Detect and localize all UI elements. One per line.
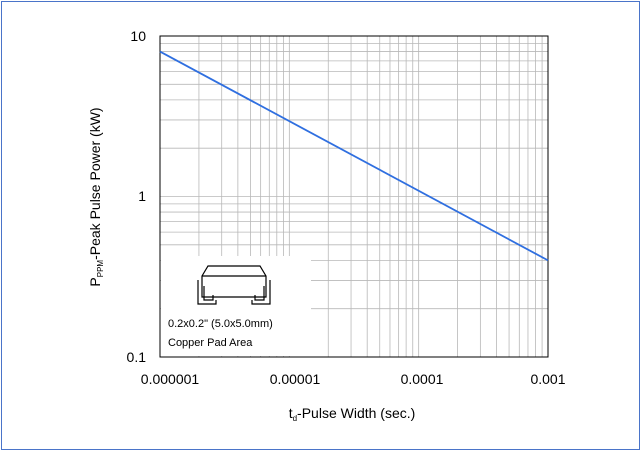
y-tick-label-0-1: 0.1 <box>127 349 147 365</box>
y-axis-label-main: P <box>87 277 103 286</box>
copper-pad-inset: 0.2x0.2" (5.0x5.0mm) Copper Pad Area <box>161 256 311 356</box>
x-tick-label-2: 0.0001 <box>401 371 444 387</box>
smd-package-footprint-icon <box>197 265 271 305</box>
y-tick-labels: 10 1 0.1 <box>127 28 147 365</box>
series-line-0 <box>159 50 549 262</box>
y-axis-label-sub: PPM <box>96 260 105 278</box>
x-axis-label-main: t <box>289 405 293 421</box>
inset-line-1: 0.2x0.2" (5.0x5.0mm) <box>168 318 273 330</box>
x-tick-labels: 0.000001 0.00001 0.0001 0.001 <box>141 371 566 387</box>
series-layer <box>159 50 549 262</box>
y-axis-label: PPPM-Peak Pulse Power (kW) <box>87 107 105 286</box>
y-tick-label-1: 1 <box>138 188 146 204</box>
x-tick-label-3: 0.001 <box>530 371 565 387</box>
x-tick-label-1: 0.00001 <box>270 371 321 387</box>
inset-background <box>161 256 311 356</box>
plot-border <box>159 35 549 358</box>
y-axis-label-rest: -Peak Pulse Power (kW) <box>87 107 103 259</box>
x-tick-label-0: 0.000001 <box>141 371 200 387</box>
inset-line-2: Copper Pad Area <box>168 337 253 349</box>
x-axis-label-sub: d <box>293 414 297 423</box>
y-tick-label-10: 10 <box>130 28 146 44</box>
x-axis-label: td-Pulse Width (sec.) <box>289 405 416 423</box>
x-axis-label-rest: -Pulse Width (sec.) <box>297 405 415 421</box>
